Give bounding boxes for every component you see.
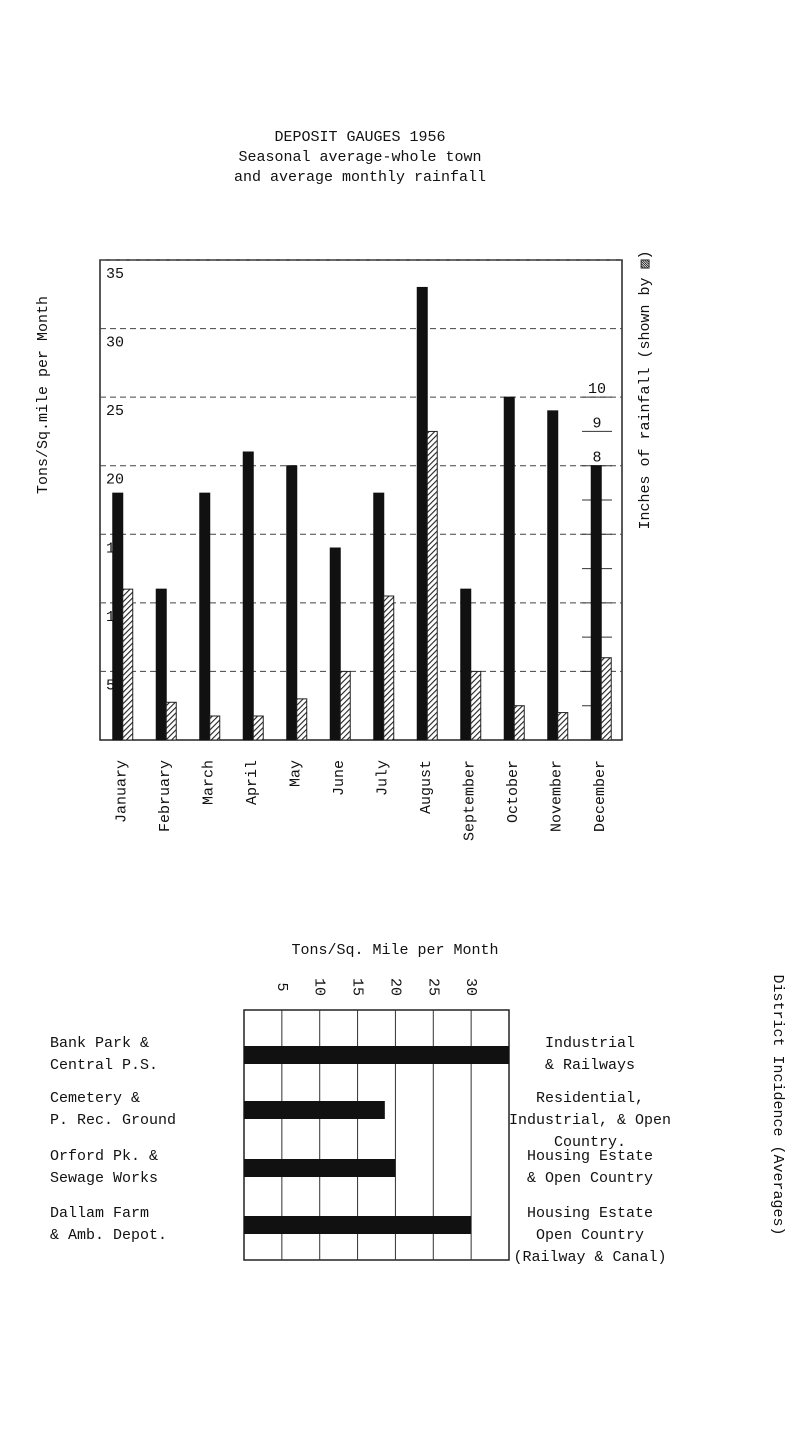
deposit-bar [329,547,341,741]
y2-tick-label: 9 [592,415,601,432]
deposit-bar [416,286,428,741]
chart-title: DEPOSIT GAUGES 1956 [274,129,445,146]
category-label: Cemetery & [50,1090,140,1107]
x-tick-label: January [114,760,131,823]
x-tick-label: July [375,760,392,796]
y-axis-label: Tons/Sq.mile per Month [35,296,52,494]
chart-title: Tons/Sq. Mile per Month [291,942,498,959]
chart-subtitle: Seasonal average-whole town [238,149,481,166]
x-tick-label: 20 [386,978,403,996]
x-tick-label: 15 [349,978,366,996]
deposit-bar [112,492,124,741]
description: Residential, [536,1090,644,1107]
rainfall-bar [209,715,221,741]
deposit-bar [590,465,602,741]
rainfall-bar [426,430,438,741]
x-tick-label: December [592,760,609,832]
x-tick-label: August [418,760,435,814]
deposit-bar [286,465,298,741]
rainfall-bar [557,712,569,741]
x-tick-label: September [462,760,479,841]
y2-tick-label: 8 [592,450,601,467]
rainfall-bar [252,715,264,741]
y2-tick-label: 10 [588,381,606,398]
rainfall-bar [470,670,482,741]
deposit-bar [503,396,515,741]
description: Housing Estate [527,1205,653,1222]
plot-frame [99,259,623,741]
y-tick-label: 20 [106,472,124,489]
description: Industrial, & Open [509,1112,671,1129]
x-tick-label: June [331,760,348,796]
side-label: District Incidence (Averages) [769,974,786,1235]
x-tick-label: 25 [424,978,441,996]
bar [244,1159,396,1177]
description: & Railways [545,1057,635,1074]
x-tick-label: May [288,760,305,787]
bar [244,1216,472,1234]
deposit-bar [242,451,254,741]
y-tick-label: 5 [106,677,115,694]
category-label: Central P.S. [50,1057,158,1074]
x-tick-label: February [157,760,174,832]
x-tick-label: 5 [273,982,290,991]
category-label: P. Rec. Ground [50,1112,176,1129]
description: Housing Estate [527,1148,653,1165]
plot-frame [243,1009,510,1261]
rainfall-bar [165,701,177,741]
category-label: Orford Pk. & [50,1148,158,1165]
x-tick-label: November [549,760,566,832]
description: Open Country [536,1227,644,1244]
x-tick-label: March [201,760,218,805]
rainfall-bar [296,698,308,741]
description: & Open Country [527,1170,653,1187]
category-label: Dallam Farm [50,1205,149,1222]
rainfall-bar [383,595,395,741]
rainfall-bar [122,588,134,741]
description: (Railway & Canal) [513,1249,666,1266]
y-tick-label: 30 [106,335,124,352]
deposit-bar [547,410,559,741]
category-label: & Amb. Depot. [50,1227,167,1244]
description: Industrial [545,1035,635,1052]
x-tick-label: April [244,760,261,805]
category-label: Bank Park & [50,1035,149,1052]
rainfall-bar [339,670,351,741]
chart-subtitle: and average monthly rainfall [234,169,486,186]
bar [244,1101,385,1119]
x-tick-label: 30 [462,978,479,996]
y-tick-label: 25 [106,403,124,420]
bar [244,1046,509,1064]
y2-axis-label: Inches of rainfall (shown by ▨) [637,250,654,529]
deposit-bar [460,588,472,741]
description: Country. [554,1134,626,1151]
rainfall-bar [513,705,525,741]
rainfall-bar [600,657,612,741]
deposit-bar [373,492,385,741]
y-tick-label: 35 [106,266,124,283]
deposit-bar [155,588,167,741]
deposit-bar [199,492,211,741]
x-tick-label: 10 [311,978,328,996]
category-label: Sewage Works [50,1170,158,1187]
x-tick-label: October [505,760,522,823]
